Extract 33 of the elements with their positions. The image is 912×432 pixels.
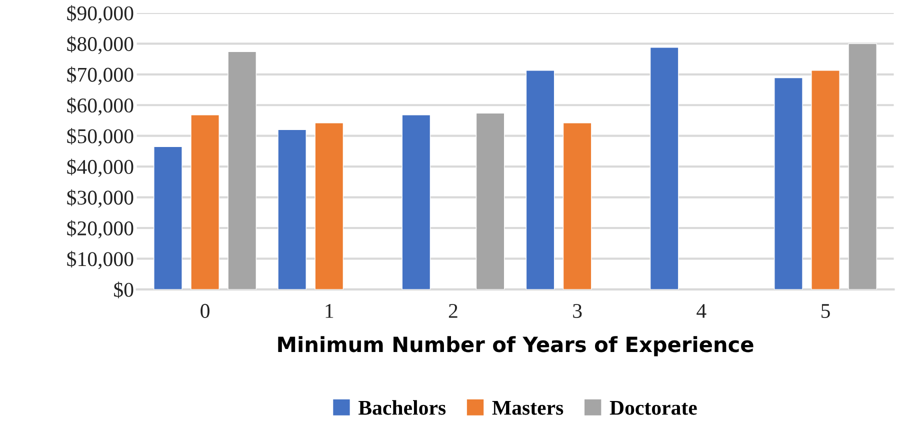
y-tick-label: $10,000 — [67, 250, 134, 270]
x-tick-label: 1 — [326, 304, 334, 318]
y-tick-label: $50,000 — [67, 128, 134, 146]
bar — [402, 114, 431, 290]
y-tick-label: $90,000 — [67, 5, 134, 24]
y-tick-label: $70,000 — [67, 66, 134, 85]
bar — [314, 122, 344, 290]
legend-label: Masters — [492, 400, 564, 415]
y-tick-label: $0 — [114, 282, 134, 298]
bar — [190, 114, 220, 290]
x-axis-title: Minimum Number of Years of Experience — [278, 336, 754, 356]
bar — [278, 129, 306, 290]
bar — [228, 51, 257, 290]
y-tick-label: $60,000 — [67, 97, 134, 116]
x-tick-label: 3 — [573, 304, 582, 318]
bar — [848, 43, 877, 290]
y-tick-label: $30,000 — [67, 189, 134, 208]
bar — [476, 112, 505, 290]
bar — [650, 47, 679, 290]
legend-label: Bachelors — [358, 400, 446, 415]
bar — [154, 146, 182, 290]
y-tick-label: $20,000 — [67, 220, 134, 238]
bar — [774, 77, 803, 290]
x-tick-label: 5 — [822, 304, 830, 318]
x-tick-label: 0 — [200, 304, 210, 318]
x-tick-label: 2 — [448, 304, 458, 318]
x-tick-label: 4 — [696, 304, 706, 318]
y-tick-label: $40,000 — [67, 158, 134, 177]
y-tick-label: $80,000 — [67, 36, 134, 54]
bar — [526, 70, 555, 290]
bar — [811, 70, 840, 290]
bar — [562, 122, 592, 290]
legend-label: Doctorate — [610, 400, 697, 415]
